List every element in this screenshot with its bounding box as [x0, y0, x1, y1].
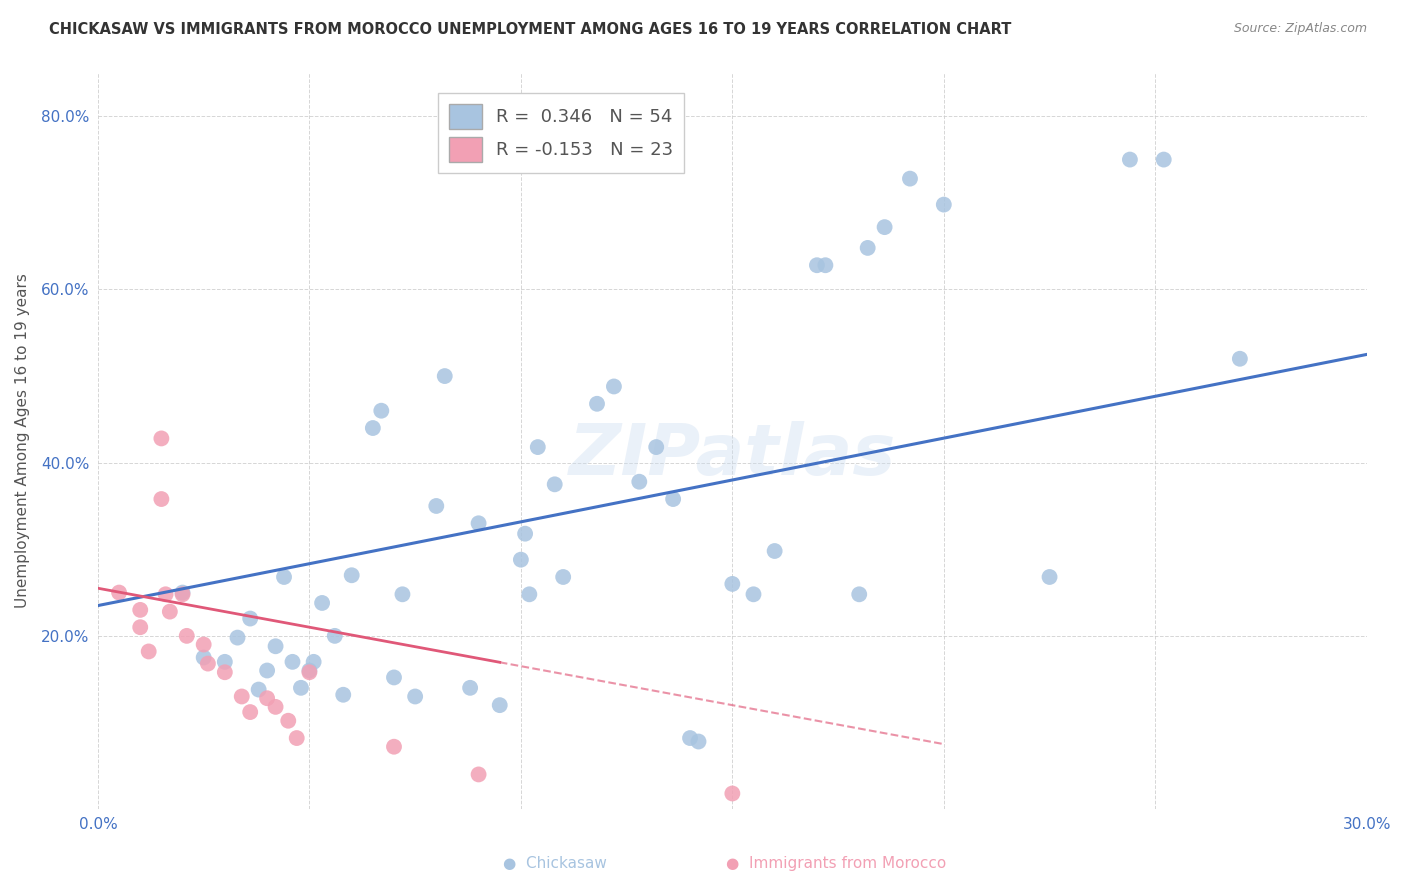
Point	[129, 603, 152, 617]
Point	[391, 587, 413, 601]
Point	[721, 577, 744, 591]
Point	[662, 491, 685, 506]
Point	[513, 526, 536, 541]
Point	[138, 644, 160, 658]
Point	[172, 585, 194, 599]
Point	[239, 611, 262, 625]
Point	[721, 787, 744, 801]
Point	[742, 587, 765, 601]
Point	[873, 220, 896, 235]
Text: CHICKASAW VS IMMIGRANTS FROM MOROCCO UNEMPLOYMENT AMONG AGES 16 TO 19 YEARS CORR: CHICKASAW VS IMMIGRANTS FROM MOROCCO UNE…	[49, 22, 1011, 37]
Point	[932, 197, 955, 211]
Point	[264, 699, 287, 714]
Point	[517, 587, 540, 601]
Point	[108, 585, 131, 599]
Text: ZIPatlas: ZIPatlas	[568, 421, 896, 491]
Point	[856, 241, 879, 255]
Point	[323, 629, 346, 643]
Point	[214, 655, 236, 669]
Point	[340, 568, 363, 582]
Point	[382, 739, 405, 754]
Point	[129, 620, 152, 634]
Point	[458, 681, 481, 695]
Point	[467, 767, 489, 781]
Point	[281, 655, 304, 669]
Point	[806, 258, 828, 272]
Point	[603, 379, 626, 393]
Point	[763, 544, 786, 558]
Y-axis label: Unemployment Among Ages 16 to 19 years: Unemployment Among Ages 16 to 19 years	[15, 274, 30, 608]
Point	[277, 714, 299, 728]
Point	[290, 681, 312, 695]
Point	[488, 698, 510, 713]
Point	[527, 440, 550, 454]
Point	[197, 657, 219, 671]
Point	[231, 690, 253, 704]
Point	[361, 421, 384, 435]
Point	[544, 477, 567, 491]
Point	[226, 631, 249, 645]
Point	[433, 369, 456, 384]
Point	[150, 491, 173, 506]
Point	[247, 682, 270, 697]
Point	[509, 552, 531, 566]
Point	[1119, 153, 1142, 167]
Point	[848, 587, 870, 601]
Point	[425, 499, 447, 513]
Text: Source: ZipAtlas.com: Source: ZipAtlas.com	[1233, 22, 1367, 36]
Point	[298, 664, 321, 678]
Point	[159, 605, 181, 619]
Point	[382, 670, 405, 684]
Point	[814, 258, 837, 272]
Point	[467, 516, 489, 531]
Point	[404, 690, 426, 704]
Point	[150, 432, 173, 446]
Text: ●  Immigrants from Morocco: ● Immigrants from Morocco	[727, 856, 946, 871]
Point	[628, 475, 651, 489]
Point	[193, 650, 215, 665]
Point	[553, 570, 575, 584]
Point	[172, 587, 194, 601]
Point	[176, 629, 198, 643]
Text: ●  Chickasaw: ● Chickasaw	[503, 856, 607, 871]
Point	[256, 691, 278, 706]
Point	[1038, 570, 1060, 584]
Point	[898, 171, 921, 186]
Point	[586, 397, 609, 411]
Point	[370, 403, 392, 417]
Point	[239, 705, 262, 719]
Point	[645, 440, 668, 454]
Point	[679, 731, 702, 745]
Point	[264, 640, 287, 654]
Point	[1153, 153, 1175, 167]
Point	[285, 731, 308, 745]
Point	[332, 688, 354, 702]
Point	[256, 664, 278, 678]
Legend: R =  0.346   N = 54, R = -0.153   N = 23: R = 0.346 N = 54, R = -0.153 N = 23	[439, 93, 683, 173]
Point	[155, 587, 177, 601]
Point	[311, 596, 333, 610]
Point	[1229, 351, 1251, 366]
Point	[298, 665, 321, 680]
Point	[193, 638, 215, 652]
Point	[214, 665, 236, 680]
Point	[302, 655, 325, 669]
Point	[688, 734, 710, 748]
Point	[273, 570, 295, 584]
